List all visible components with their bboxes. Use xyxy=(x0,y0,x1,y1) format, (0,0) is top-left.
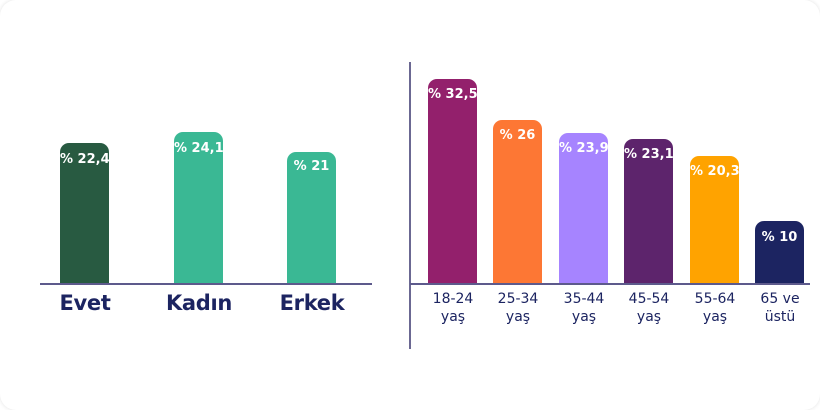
left-x-axis xyxy=(40,283,372,285)
bar-value-label: % 20,3 xyxy=(690,164,740,179)
category-line-2: üstü xyxy=(764,309,796,325)
category-line-1: 25-34 xyxy=(497,291,539,307)
bar-18-24: % 32,5 xyxy=(428,79,478,284)
bar-value-label: % 21 xyxy=(293,159,330,174)
category-line-1: 35-44 xyxy=(563,291,605,307)
bar-25-34: % 26 xyxy=(493,120,542,284)
bar-55-64: % 20,3 xyxy=(690,156,740,284)
category-line-2: yaş xyxy=(636,309,662,325)
category-line-1: 45-54 xyxy=(628,291,670,307)
chart-divider xyxy=(409,62,411,349)
category-label-erkek: Erkek xyxy=(279,291,345,315)
bar-35-44: % 23,9 xyxy=(559,133,609,284)
bar-evet: % 22,4 xyxy=(60,143,110,284)
category-label-45-54: 45-54 yaş xyxy=(618,290,680,326)
bar-value-label: % 23,9 xyxy=(559,141,609,156)
category-line-1: 65 ve xyxy=(760,291,800,307)
category-line-2: yaş xyxy=(571,309,597,325)
bar-value-label: % 24,1 xyxy=(174,141,224,156)
bar-value-label: % 26 xyxy=(499,128,536,143)
bar-value-label: % 10 xyxy=(761,230,798,245)
bar-value-label: % 23,1 xyxy=(624,147,674,162)
category-label-kadin: Kadın xyxy=(165,291,233,315)
category-line-2: yaş xyxy=(505,309,531,325)
bar-value-label: % 22,4 xyxy=(60,152,110,167)
category-line-2: yaş xyxy=(440,309,466,325)
category-label-25-34: 25-34 yaş xyxy=(487,290,549,326)
right-x-axis xyxy=(410,283,810,285)
category-label-55-64: 55-64 yaş xyxy=(684,290,746,326)
category-label-65-plus: 65 ve üstü xyxy=(749,290,811,326)
bar-value-label: % 32,5 xyxy=(428,87,478,102)
category-line-1: 18-24 xyxy=(432,291,474,307)
bar-65-plus: % 10 xyxy=(755,221,804,284)
category-label-18-24: 18-24 yaş xyxy=(422,290,484,326)
category-label-evet: Evet xyxy=(59,291,111,315)
bar-kadin: % 24,1 xyxy=(174,132,224,284)
category-line-2: yaş xyxy=(702,309,728,325)
category-line-1: 55-64 xyxy=(694,291,736,307)
category-label-35-44: 35-44 yaş xyxy=(553,290,615,326)
bar-erkek: % 21 xyxy=(287,152,336,284)
bar-45-54: % 23,1 xyxy=(624,139,674,284)
